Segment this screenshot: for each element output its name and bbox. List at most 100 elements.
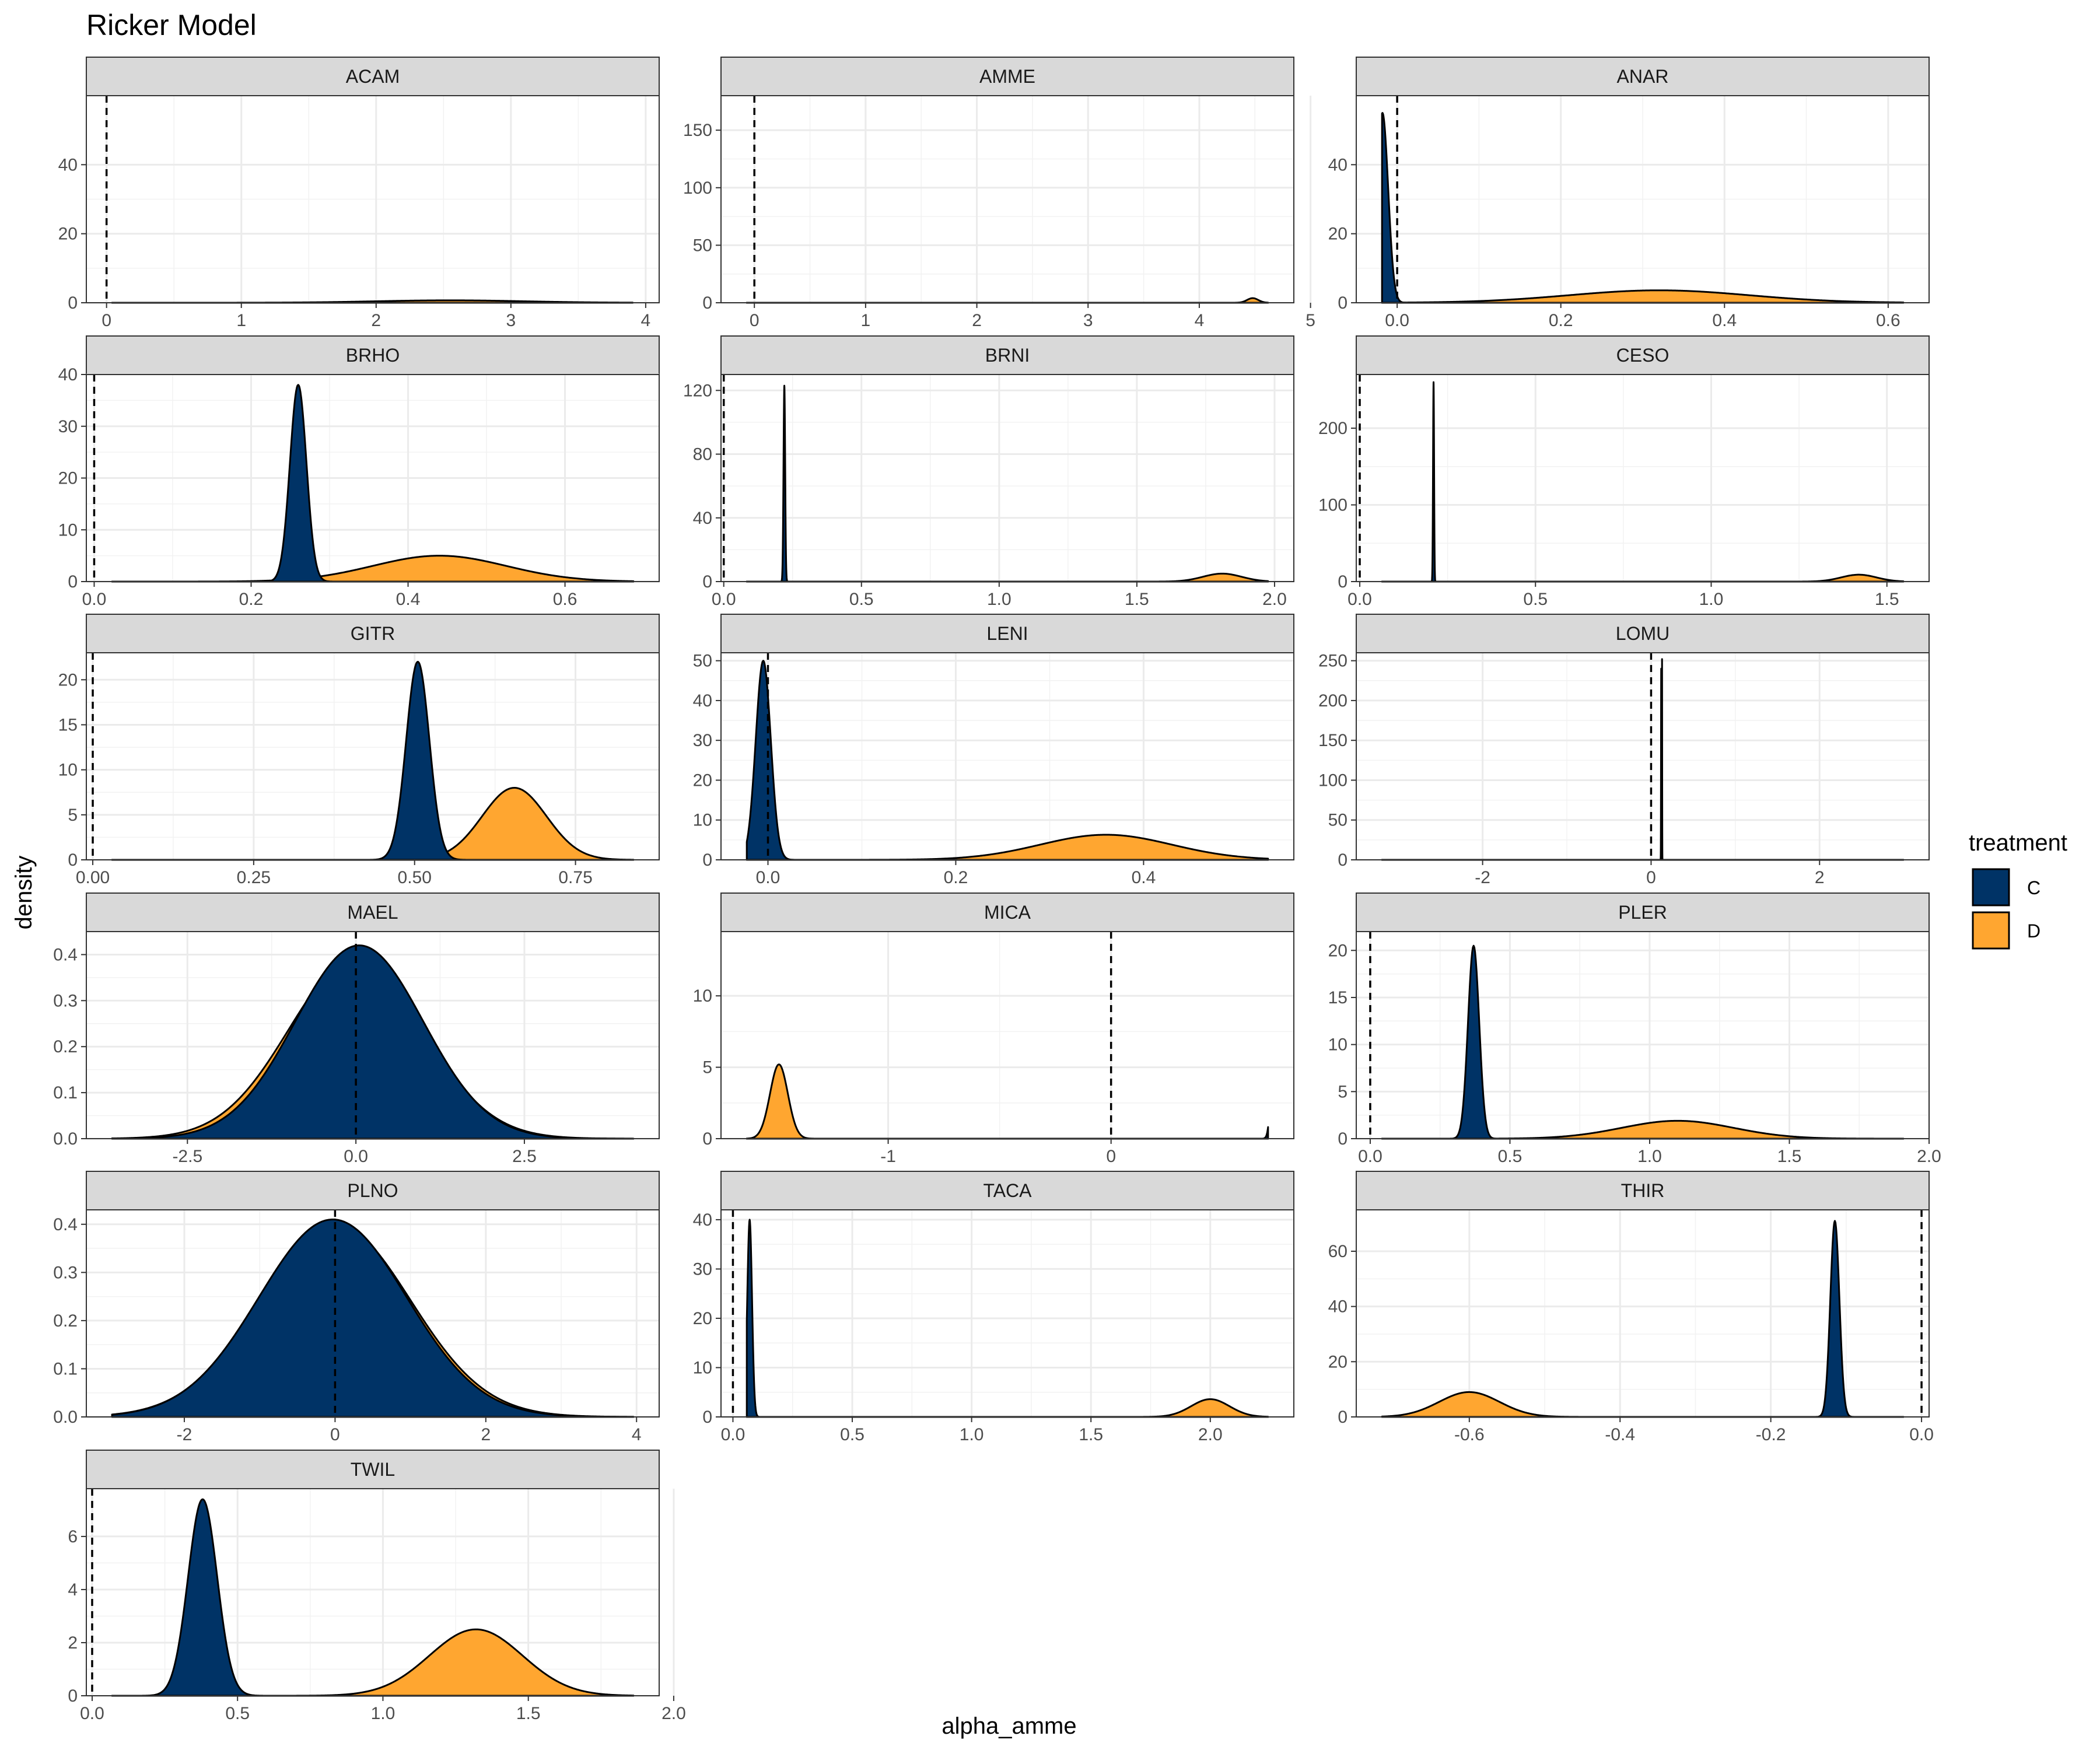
facet-plno: PLNO -2 0 2 4 0.0 0.1 0.2 0.3 0.4 (53, 1171, 660, 1444)
facet-label: TACA (984, 1180, 1032, 1201)
legend-title: treatment (1969, 830, 2067, 856)
facet-taca: TACA 0.0 0.5 1.0 1.5 2.0 0 10 20 30 40 (693, 1171, 1294, 1444)
panel-background (721, 1210, 1294, 1417)
x-tick-label: 0.5 (1498, 1147, 1522, 1166)
x-tick-label: 0.50 (398, 868, 432, 887)
x-tick-label: 1.0 (371, 1704, 396, 1723)
x-tick-label: 1.5 (1777, 1147, 1802, 1166)
y-tick-label: 100 (1318, 496, 1348, 515)
y-tick-label: 20 (1328, 941, 1348, 960)
x-tick-label: 1.5 (1079, 1425, 1103, 1444)
y-tick-label: 30 (693, 1259, 712, 1279)
y-tick-label: 20 (1328, 225, 1348, 244)
y-tick-label: 10 (693, 986, 712, 1006)
y-tick-label: 10 (693, 811, 712, 830)
y-tick-label: 40 (58, 365, 78, 384)
y-tick-label: 0 (1338, 572, 1348, 592)
facet-label: BRNI (985, 345, 1030, 366)
y-tick-label: 20 (58, 469, 78, 488)
y-tick-label: 10 (58, 761, 78, 780)
y-tick-label: 20 (58, 670, 78, 690)
facet-brni: BRNI 0.0 0.5 1.0 1.5 2.0 0 40 80 120 (683, 335, 1294, 609)
panel-background (86, 653, 659, 860)
y-tick-label: 0.3 (53, 991, 78, 1010)
chart-title: Ricker Model (86, 9, 257, 41)
x-tick-label: 0.2 (239, 590, 264, 609)
x-tick-label: 2.0 (662, 1704, 686, 1723)
x-tick-label: 0.0 (756, 868, 780, 887)
facet-strip (86, 892, 660, 932)
x-tick-label: 0.0 (82, 590, 107, 609)
y-tick-label: 0.0 (53, 1129, 78, 1149)
facet-label: MAEL (347, 902, 398, 923)
panel-border (1356, 374, 1930, 582)
x-tick-label: 0.6 (1876, 311, 1901, 330)
y-tick-label: 40 (58, 155, 78, 174)
y-tick-label: 40 (693, 691, 712, 710)
panel-border (720, 652, 1294, 860)
panel-background (721, 932, 1294, 1139)
y-tick-label: 2 (68, 1633, 78, 1653)
x-tick-label: 2 (481, 1425, 491, 1444)
x-tick-label: 4 (641, 311, 651, 330)
panel-background (86, 1489, 659, 1696)
panel-border (1356, 931, 1930, 1139)
facet-label: ACAM (346, 66, 400, 87)
x-tick-label: 1 (861, 311, 871, 330)
x-tick-label: 4 (632, 1425, 642, 1444)
facet-label: BRHO (346, 345, 400, 366)
panel-border (86, 931, 660, 1139)
facet-label: GITR (351, 623, 395, 644)
y-tick-label: 0.1 (53, 1083, 78, 1102)
gridlines (1356, 374, 1929, 583)
x-tick-label: 1.0 (1699, 590, 1724, 609)
facet-strip (86, 57, 660, 96)
panel-border (86, 652, 660, 860)
y-tick-label: 10 (693, 1358, 712, 1377)
x-tick-label: 0.0 (712, 590, 736, 609)
panel-background (1356, 653, 1929, 860)
panel-border (1356, 95, 1930, 303)
facet-ceso: CESO 0.0 0.5 1.0 1.5 0 100 200 (1318, 335, 1930, 609)
facet-strip (720, 57, 1294, 96)
y-tick-label: 0 (1338, 850, 1348, 870)
facet-strip (1356, 614, 1930, 653)
x-tick-label: 0.0 (1909, 1425, 1934, 1444)
facet-anar: ANAR 0.0 0.2 0.4 0.6 0 20 40 (1328, 57, 1930, 330)
x-tick-label: 0.5 (225, 1704, 250, 1723)
facet-label: ANAR (1617, 66, 1669, 87)
y-tick-label: 0.0 (53, 1408, 78, 1427)
facet-label: PLNO (347, 1180, 398, 1201)
density-c (111, 944, 635, 1140)
legend: treatment C D (1969, 830, 2067, 951)
x-tick-label: 1 (236, 311, 246, 330)
x-tick-label: 5 (1306, 311, 1315, 330)
y-tick-label: 100 (1318, 771, 1348, 790)
x-tick-label: 2 (371, 311, 381, 330)
y-tick-label: 80 (693, 445, 712, 464)
x-tick-label: -2.5 (172, 1147, 202, 1166)
y-tick-label: 200 (1318, 691, 1348, 710)
y-tick-label: 0.4 (53, 1215, 78, 1234)
facet-twil: TWIL 0.0 0.5 1.0 1.5 2.0 0 2 4 6 (68, 1450, 686, 1723)
facet-strip (720, 335, 1294, 375)
x-tick-label: -2 (177, 1425, 192, 1444)
facet-label: PLER (1618, 902, 1667, 923)
facet-pler: PLER 0.0 0.5 1.0 1.5 2.0 0 5 10 15 20 (1328, 892, 1941, 1166)
y-tick-label: 60 (1328, 1242, 1348, 1261)
y-tick-label: 40 (693, 1210, 712, 1230)
y-tick-label: 0 (68, 1686, 78, 1706)
panel-background (721, 653, 1294, 860)
panel-background (1356, 932, 1929, 1139)
x-tick-label: -0.4 (1605, 1425, 1635, 1444)
x-tick-label: 0.5 (840, 1425, 864, 1444)
x-tick-label: 0 (1646, 868, 1656, 887)
x-tick-label: 1.5 (1125, 590, 1149, 609)
y-tick-label: 0.2 (53, 1311, 78, 1331)
x-tick-label: 0 (330, 1425, 340, 1444)
y-tick-label: 40 (693, 509, 712, 528)
y-tick-label: 120 (683, 381, 712, 400)
y-tick-label: 0 (702, 850, 712, 870)
